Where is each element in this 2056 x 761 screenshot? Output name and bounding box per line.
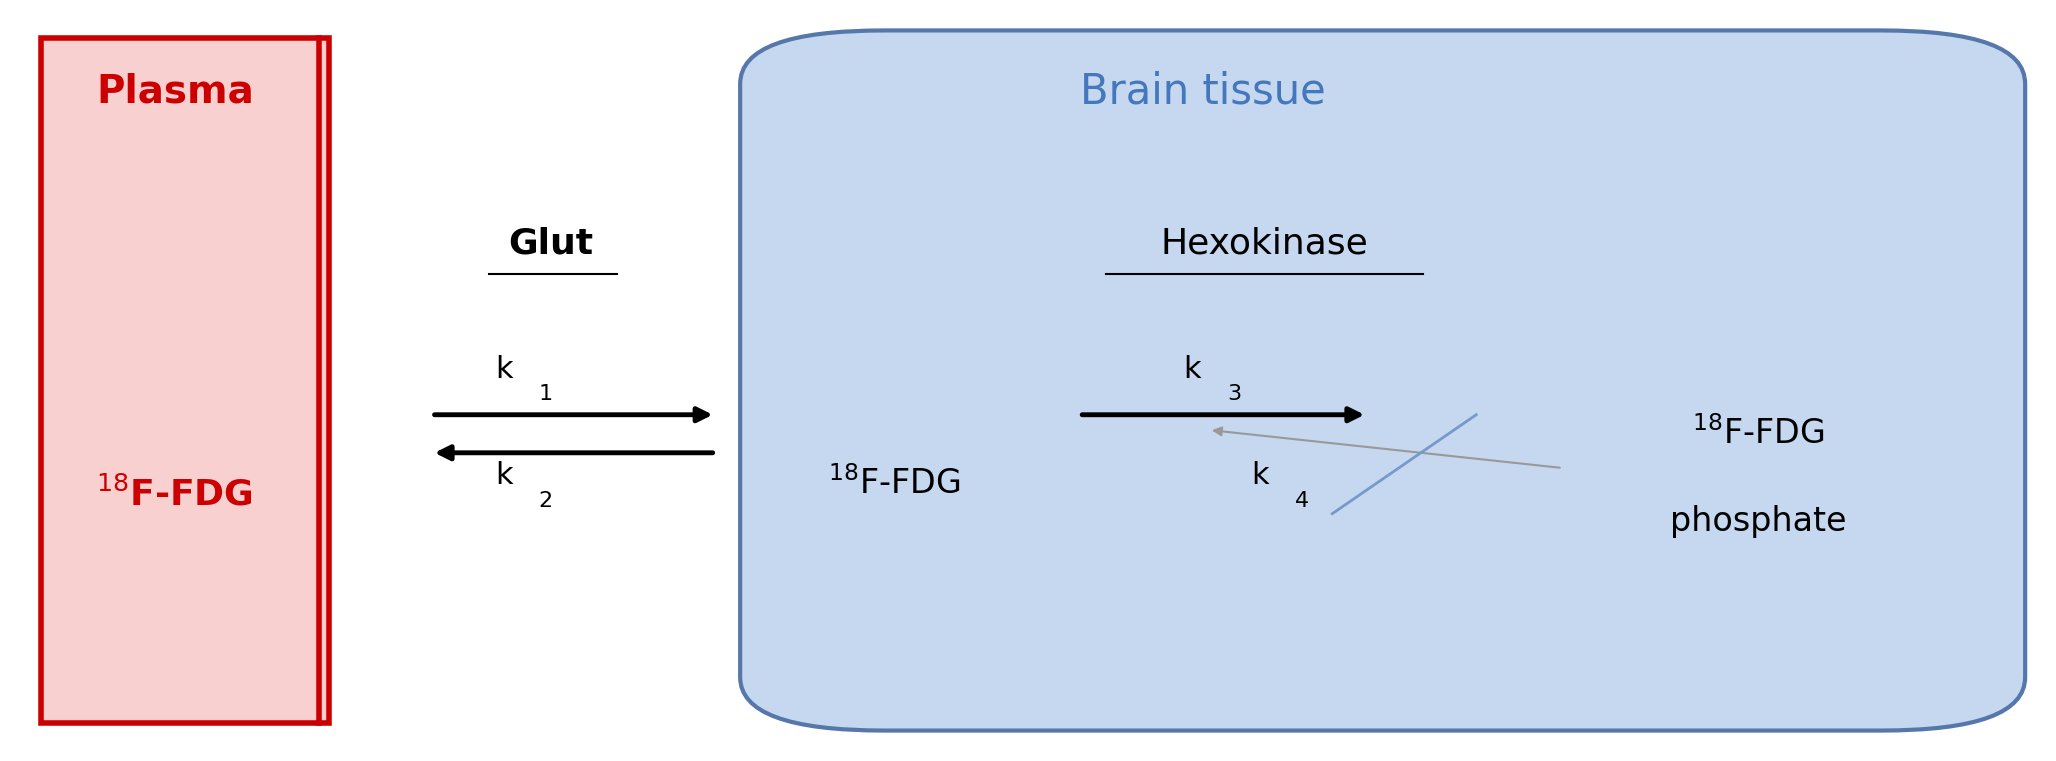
Text: k: k — [1252, 461, 1269, 490]
Text: Plasma: Plasma — [97, 72, 253, 110]
Text: Brain tissue: Brain tissue — [1079, 70, 1326, 113]
Text: k: k — [495, 355, 512, 384]
Text: k: k — [495, 461, 512, 490]
FancyBboxPatch shape — [41, 38, 329, 723]
Text: phosphate: phosphate — [1669, 505, 1846, 538]
Text: $^{18}$F-FDG: $^{18}$F-FDG — [1692, 416, 1824, 451]
Text: $^{18}$F-FDG: $^{18}$F-FDG — [829, 466, 960, 501]
Text: 1: 1 — [539, 384, 553, 404]
Text: k: k — [1184, 355, 1201, 384]
Text: 3: 3 — [1227, 384, 1242, 404]
Text: Glut: Glut — [508, 227, 594, 260]
FancyBboxPatch shape — [740, 30, 2025, 731]
Text: $^{18}$F-FDG: $^{18}$F-FDG — [97, 476, 253, 513]
Text: Hexokinase: Hexokinase — [1160, 227, 1369, 260]
Text: 4: 4 — [1295, 491, 1310, 511]
Text: 2: 2 — [539, 491, 553, 511]
